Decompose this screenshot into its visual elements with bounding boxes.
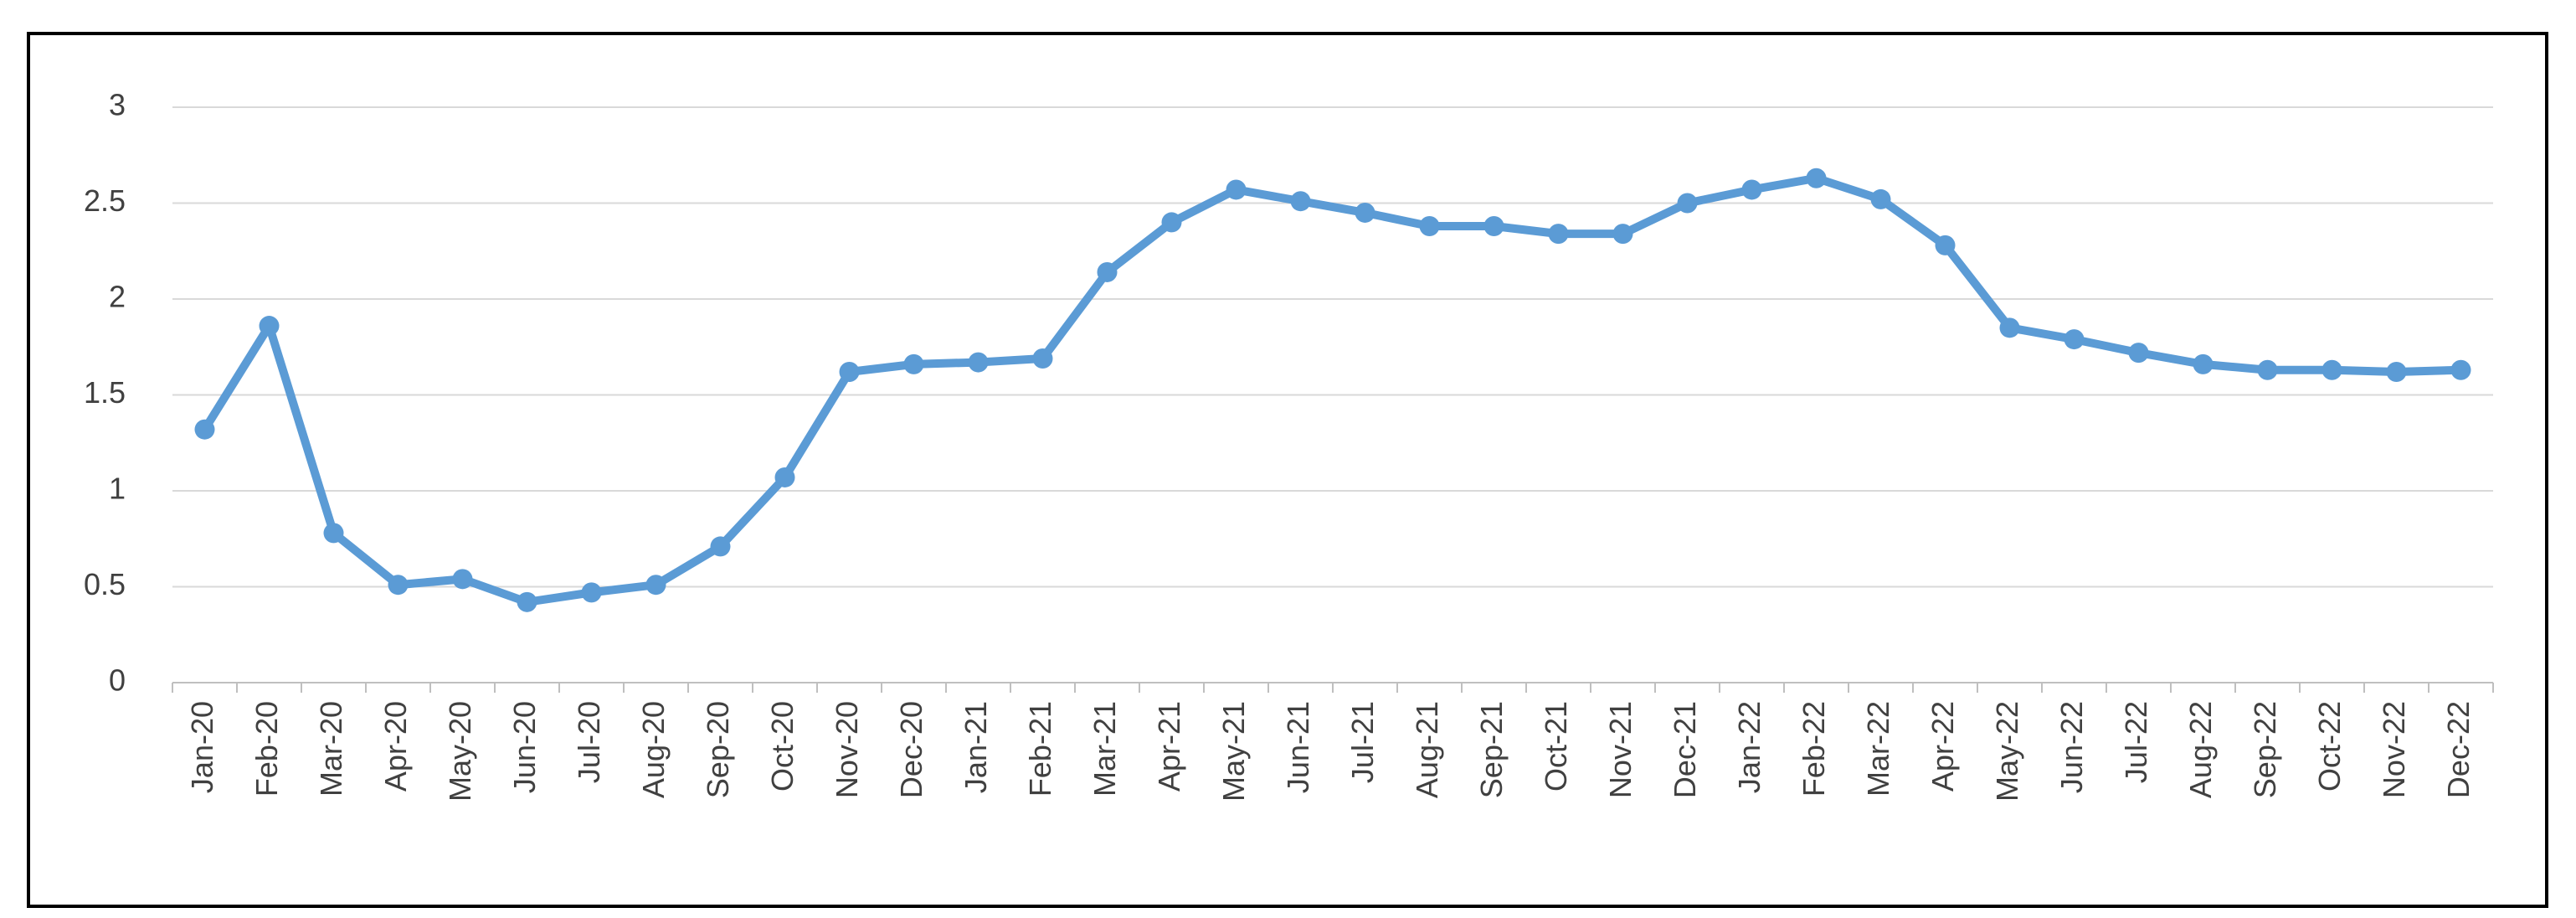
- y-tick-label: 3: [109, 88, 126, 122]
- x-tick-label: Aug-22: [2183, 701, 2218, 798]
- x-tick-label: Dec-22: [2441, 701, 2476, 798]
- data-point: [1161, 212, 1182, 233]
- data-point: [1226, 179, 1247, 200]
- x-tick-label: Apr-21: [1152, 701, 1186, 792]
- data-point: [388, 575, 409, 596]
- data-point: [2321, 359, 2342, 380]
- x-tick-label: May-20: [443, 701, 477, 802]
- data-point: [2128, 343, 2149, 364]
- x-tick-label: Jan-20: [185, 701, 219, 793]
- x-tick-label: Sep-20: [701, 701, 735, 798]
- data-point: [259, 316, 280, 337]
- data-point: [323, 523, 344, 544]
- data-point: [2386, 362, 2407, 383]
- x-tick-label: Oct-21: [1539, 701, 1573, 792]
- data-point: [1548, 224, 1569, 245]
- y-tick-label: 2.5: [84, 183, 126, 218]
- y-tick-label: 2: [109, 280, 126, 314]
- x-tick-label: Feb-21: [1023, 701, 1057, 797]
- x-tick-label: Nov-21: [1603, 701, 1638, 798]
- x-tick-label: Oct-22: [2312, 701, 2347, 792]
- x-tick-label: Apr-22: [1926, 701, 1960, 792]
- data-point: [452, 569, 473, 590]
- data-point: [645, 575, 666, 596]
- x-tick-label: Sep-21: [1474, 701, 1509, 798]
- data-point: [1419, 215, 1440, 236]
- x-tick-label: Feb-20: [249, 701, 284, 797]
- data-point: [1290, 191, 1311, 212]
- data-point: [839, 362, 860, 383]
- data-point: [581, 582, 602, 603]
- data-line: [200, 173, 2465, 606]
- x-tick-label: Jun-20: [507, 701, 542, 793]
- x-tick-label: Jan-21: [959, 701, 993, 793]
- x-tick-label: Nov-22: [2377, 701, 2411, 798]
- data-point: [1806, 168, 1827, 188]
- data-point: [1677, 193, 1698, 214]
- y-tick-label: 1.5: [84, 375, 126, 410]
- data-point: [1741, 179, 1762, 200]
- y-tick-label: 0: [109, 663, 126, 698]
- x-tick-label: Dec-21: [1668, 701, 1702, 798]
- data-point: [710, 536, 731, 557]
- x-tick-label: May-21: [1216, 701, 1251, 802]
- y-tick-label: 0.5: [84, 567, 126, 601]
- chart-border: [27, 32, 2548, 908]
- x-tick-label: Aug-20: [636, 701, 671, 798]
- data-point: [2450, 359, 2471, 380]
- x-tick-label: Jul-21: [1345, 701, 1380, 783]
- x-tick-label: Dec-20: [894, 701, 928, 798]
- data-point: [1097, 261, 1118, 282]
- data-point: [1935, 235, 1956, 255]
- x-tick-label: Mar-21: [1087, 701, 1122, 797]
- data-point: [1032, 348, 1053, 369]
- data-point: [2064, 329, 2085, 350]
- x-tick-label: Aug-21: [1410, 701, 1444, 798]
- data-point: [903, 353, 924, 374]
- data-point: [1483, 215, 1504, 236]
- y-tick-label: 1: [109, 472, 126, 506]
- x-tick-label: Mar-20: [314, 701, 348, 797]
- x-tick-label: Jul-22: [2119, 701, 2153, 783]
- data-point: [2193, 353, 2214, 374]
- data-point: [517, 591, 537, 612]
- x-tick-label: Jul-20: [572, 701, 606, 783]
- x-tick-label: Jan-22: [1732, 701, 1766, 793]
- data-point: [2257, 359, 2278, 380]
- x-tick-label: Jun-21: [1281, 701, 1315, 793]
- data-point: [194, 419, 215, 440]
- data-point: [1612, 224, 1633, 245]
- x-tick-label: Apr-20: [378, 701, 413, 792]
- x-tick-label: Mar-22: [1861, 701, 1895, 797]
- x-tick-label: Sep-22: [2248, 701, 2282, 798]
- data-point: [774, 467, 795, 487]
- x-tick-label: Jun-22: [2054, 701, 2089, 793]
- data-point: [1355, 202, 1375, 223]
- x-tick-label: Feb-22: [1797, 701, 1831, 797]
- data-point: [968, 352, 989, 373]
- x-tick-label: May-22: [1990, 701, 2024, 802]
- x-tick-label: Nov-20: [830, 701, 864, 798]
- x-tick-label: Oct-20: [765, 701, 800, 792]
- data-point: [1870, 188, 1891, 209]
- data-point: [1999, 317, 2020, 338]
